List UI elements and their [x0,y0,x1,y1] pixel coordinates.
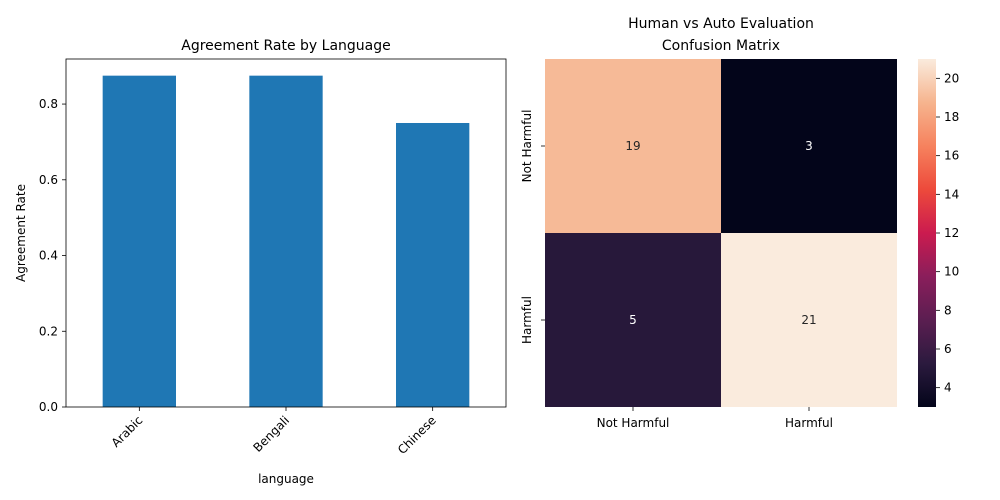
colorbar-tick-label: 12 [944,226,959,240]
colorbar-tick-label: 16 [944,149,959,163]
colorbar-tick-label: 20 [944,71,959,85]
colorbar-tick-label: 8 [944,303,952,317]
heatmap-cell [721,59,897,233]
colorbar-tick-label: 4 [944,381,952,395]
bar-y-tick-label: 0.4 [39,249,58,263]
bar-y-tick-label: 0.6 [39,173,58,187]
bar-y-tick-label: 0.8 [39,97,58,111]
heatmap-title-line-1: Human vs Auto Evaluation [628,16,814,32]
bar-x-axis: Arabic Bengali Chinese [109,407,439,457]
bar-x-tick-label: Arabic [109,413,146,450]
heatmap-cell [721,233,897,407]
bar-marks [102,75,470,408]
bar-y-tick-label: 0.2 [39,324,58,338]
heatmap-cell-value: 21 [801,313,816,327]
bar-plot-frame [65,58,507,408]
heatmap-row-label: Harmful [520,296,534,344]
heatmap-col-label: Not Harmful [597,416,670,430]
colorbar-tick-label: 14 [944,187,959,201]
bar-x-axis-label: language [258,472,314,486]
heatmap-cell [545,59,721,233]
bar-arabic [102,75,176,407]
heatmap-cells: 19 3 5 21 [545,59,897,407]
bar-y-axis: 0.0 0.2 0.4 0.6 0.8 [39,97,66,414]
colorbar-ticks: 4 6 8 10 12 14 16 18 20 [936,71,959,395]
heatmap-cell-value: 19 [625,139,640,153]
heatmap-cell-value: 5 [629,313,637,327]
bar-y-tick-label: 0.0 [39,400,58,414]
heatmap-chart: Human vs Auto Evaluation Confusion Matri… [520,16,959,430]
bar-chart-title: Agreement Rate by Language [181,38,390,54]
colorbar-tick-label: 10 [944,265,959,279]
bar-y-axis-label: Agreement Rate [14,184,28,282]
heatmap-cell-value: 3 [805,139,813,153]
colorbar-tick-label: 18 [944,110,959,124]
colorbar-tick-label: 6 [944,342,952,356]
heatmap-title-line-2: Confusion Matrix [662,38,780,54]
heatmap-row-label: Not Harmful [520,110,534,183]
bar-chinese [396,122,470,408]
bar-chart: Agreement Rate by Language 0.00.20.40.60… [14,38,507,486]
bar-x-tick-label: Bengali [251,413,293,455]
bar-x-tick-label: Chinese [395,413,439,457]
bar-bengali [249,75,323,407]
heatmap-axes: Not Harmful Harmful Not Harmful Harmful [520,110,833,430]
heatmap-col-label: Harmful [785,416,833,430]
heatmap-cell [545,233,721,407]
colorbar [918,59,936,407]
